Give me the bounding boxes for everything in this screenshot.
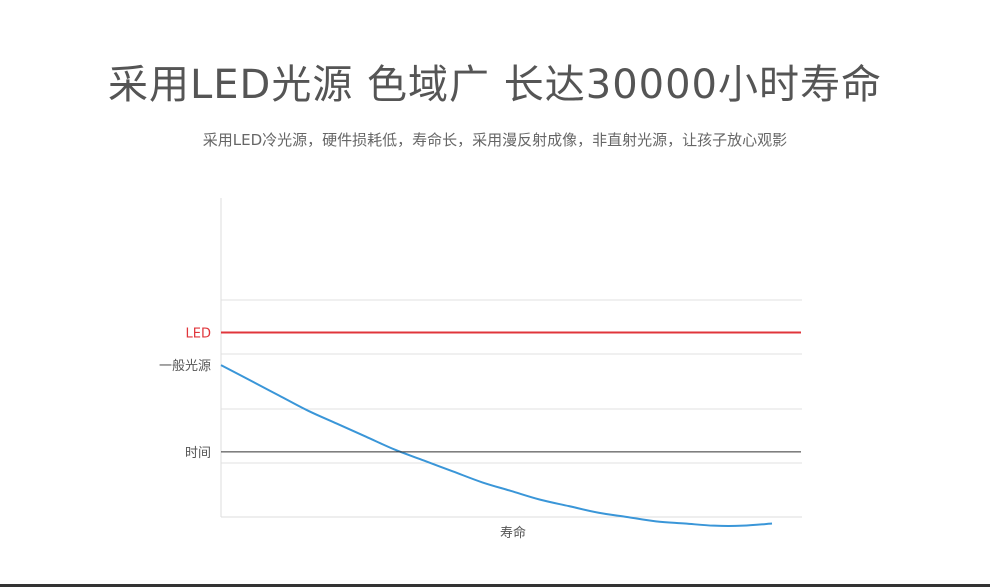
chart-grid [221, 299, 802, 464]
page-bottom-border [0, 584, 990, 587]
series-label-1: 一般光源 [159, 358, 211, 374]
series-line-1 [220, 364, 773, 527]
series-layer [220, 331, 801, 527]
page-subtitle: 采用LED冷光源，硬件损耗低，寿命长，采用漫反射成像，非直射光源，让孩子放心观影 [202, 131, 788, 149]
x-axis-label: 寿命 [500, 525, 526, 541]
series-label-2: 时间 [185, 446, 211, 461]
series-label-0: LED [186, 327, 211, 342]
page-title: 采用LED光源 色域广 长达30000小时寿命 [107, 62, 883, 108]
